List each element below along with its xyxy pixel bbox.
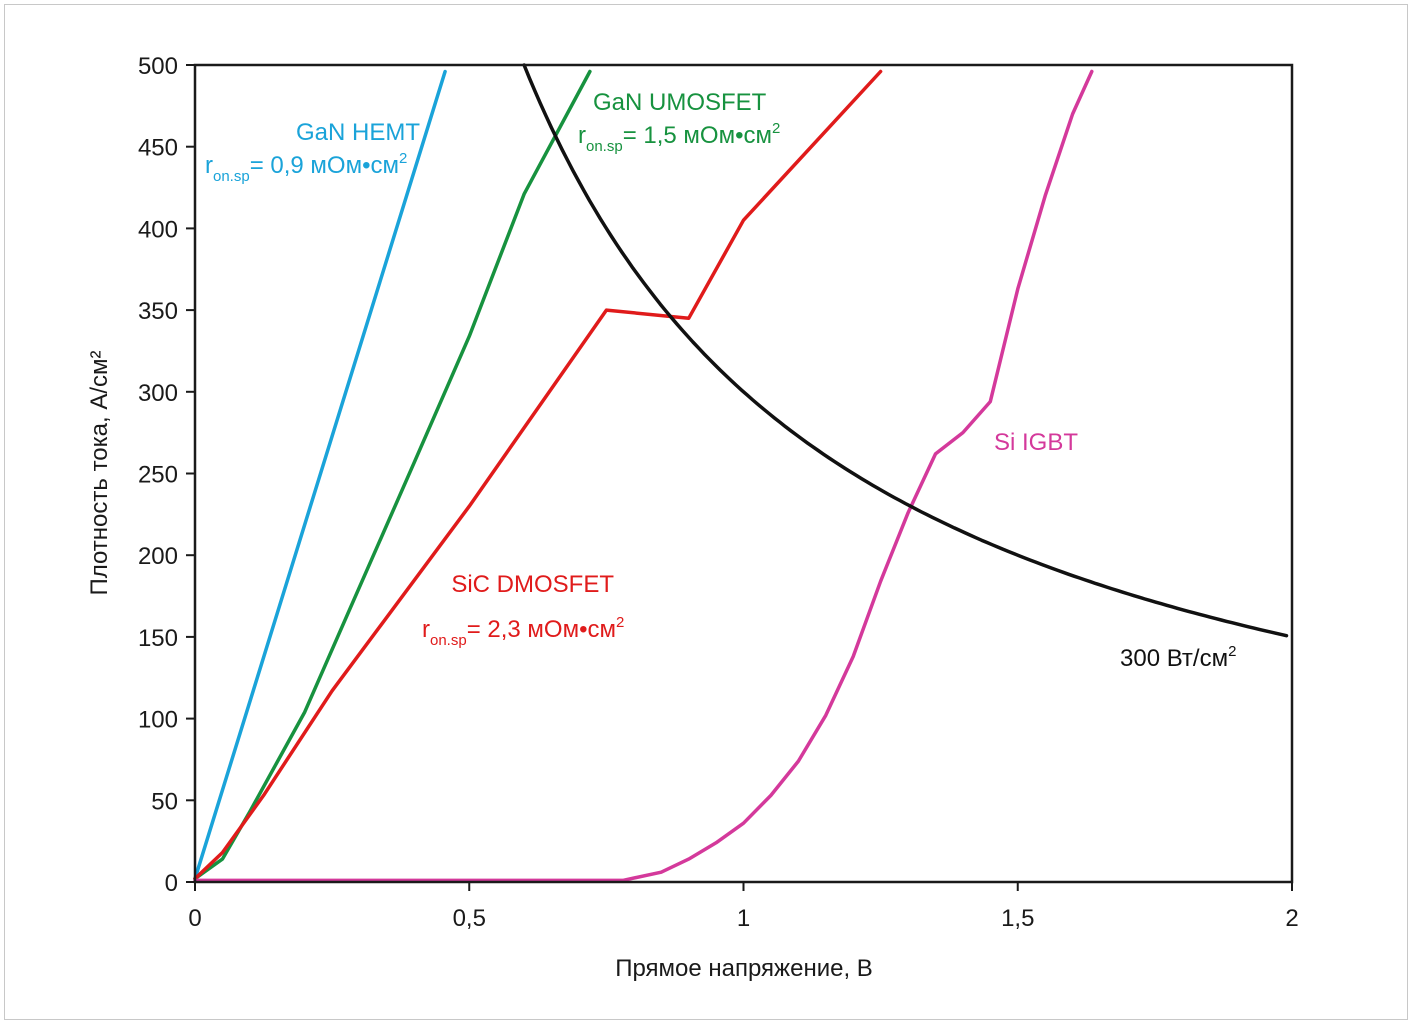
x-axis-label: Прямое напряжение, В xyxy=(615,955,873,982)
sic-dmosfet-r-subscript: on.sp xyxy=(430,632,467,649)
y-tick-label: 350 xyxy=(138,298,178,325)
gan-umosfet-r-superscript: 2 xyxy=(772,120,780,137)
x-tick-label: 0 xyxy=(188,905,201,932)
y-tick-label: 150 xyxy=(138,625,178,652)
gan-hemt-r-value: = 0,9 мОм•см xyxy=(250,152,399,179)
y-tick-label: 100 xyxy=(138,707,178,734)
x-tick-label: 1 xyxy=(737,905,750,932)
y-tick-label: 300 xyxy=(138,380,178,407)
sic-dmosfet-r-superscript: 2 xyxy=(616,614,624,631)
gan-hemt-resistance: ron.sp= 0,9 мОм•см2 xyxy=(205,150,407,185)
gan-umosfet-label: GaN UMOSFET xyxy=(593,89,767,116)
power-300-text: 300 Вт/см xyxy=(1120,645,1228,672)
y-axis-label: Плотность тока, А/см² xyxy=(86,350,113,595)
x-tick-label: 0,5 xyxy=(453,905,486,932)
power-300-superscript: 2 xyxy=(1228,643,1236,660)
sic-dmosfet-line xyxy=(193,69,883,881)
power-300-line xyxy=(522,63,1289,638)
y-tick-label: 50 xyxy=(151,788,178,815)
sic-dmosfet-r-value: = 2,3 мОм•см xyxy=(467,616,616,643)
y-tick-label: 450 xyxy=(138,135,178,162)
sic-dmosfet-r-symbol: r xyxy=(422,616,430,643)
sic-dmosfet-label: SiC DMOSFET xyxy=(451,571,614,598)
si-igbt-line xyxy=(193,69,1094,883)
gan-umosfet-r-subscript: on.sp xyxy=(586,138,623,155)
y-tick-label: 250 xyxy=(138,462,178,489)
power-300-label: 300 Вт/см2 xyxy=(1120,643,1236,672)
gan-umosfet-r-symbol: r xyxy=(578,122,586,149)
gan-hemt-r-subscript: on.sp xyxy=(213,168,250,185)
x-tick-label: 2 xyxy=(1285,905,1298,932)
gan-umosfet-line xyxy=(193,69,592,881)
gan-hemt-line xyxy=(193,69,447,881)
y-tick-label: 0 xyxy=(165,870,178,897)
curves-layer xyxy=(193,63,1289,883)
gan-hemt-label: GaN HEMT xyxy=(296,119,420,146)
gan-umosfet-resistance: ron.sp= 1,5 мОм•см2 xyxy=(578,120,780,155)
y-tick-label: 200 xyxy=(138,543,178,570)
x-tick-label: 1,5 xyxy=(1001,905,1034,932)
y-tick-label: 400 xyxy=(138,216,178,243)
ticks-layer: 0 0,5 1 1,5 2 0 50 100 150 200 250 300 350 400 450 500 xyxy=(138,53,1299,932)
plot-area xyxy=(193,63,1294,884)
si-igbt-label: Si IGBT xyxy=(994,429,1078,456)
y-tick-label: 500 xyxy=(138,53,178,80)
gan-umosfet-r-value: = 1,5 мОм•см xyxy=(623,122,772,149)
gan-hemt-r-symbol: r xyxy=(205,152,213,179)
gan-hemt-r-superscript: 2 xyxy=(399,150,407,167)
sic-dmosfet-resistance: ron.sp= 2,3 мОм•см2 xyxy=(422,614,624,649)
